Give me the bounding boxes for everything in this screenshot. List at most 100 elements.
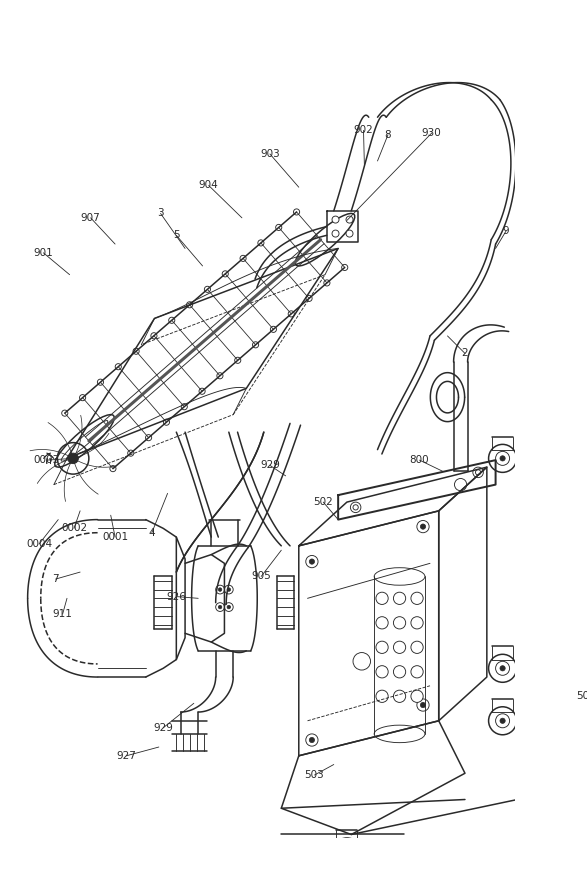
Circle shape bbox=[332, 216, 339, 224]
Circle shape bbox=[393, 617, 406, 629]
Circle shape bbox=[199, 388, 205, 394]
Text: 0003: 0003 bbox=[34, 455, 60, 465]
Text: 902: 902 bbox=[353, 125, 373, 135]
Text: 9: 9 bbox=[503, 226, 510, 236]
Circle shape bbox=[495, 662, 510, 675]
Circle shape bbox=[240, 256, 246, 261]
Circle shape bbox=[218, 605, 222, 609]
Circle shape bbox=[115, 364, 122, 370]
Text: 926: 926 bbox=[166, 592, 186, 602]
Circle shape bbox=[376, 592, 388, 604]
Circle shape bbox=[411, 666, 423, 678]
Circle shape bbox=[342, 265, 348, 271]
Circle shape bbox=[306, 295, 312, 301]
Circle shape bbox=[227, 605, 231, 609]
Circle shape bbox=[306, 734, 318, 746]
Circle shape bbox=[235, 358, 241, 363]
Text: 929: 929 bbox=[153, 722, 173, 733]
Circle shape bbox=[333, 838, 361, 866]
Circle shape bbox=[411, 617, 423, 629]
Circle shape bbox=[224, 586, 233, 594]
Text: 5: 5 bbox=[173, 231, 180, 240]
Circle shape bbox=[488, 444, 517, 472]
Circle shape bbox=[204, 286, 211, 292]
Text: 2: 2 bbox=[461, 349, 468, 358]
Circle shape bbox=[376, 666, 388, 678]
Circle shape bbox=[393, 592, 406, 604]
Circle shape bbox=[500, 666, 505, 670]
Circle shape bbox=[473, 468, 483, 477]
Circle shape bbox=[68, 453, 78, 464]
Text: 0004: 0004 bbox=[26, 539, 52, 549]
Circle shape bbox=[151, 333, 157, 339]
Circle shape bbox=[353, 653, 370, 670]
Circle shape bbox=[218, 588, 222, 591]
Circle shape bbox=[146, 434, 151, 441]
Text: 929: 929 bbox=[260, 460, 280, 470]
Circle shape bbox=[163, 419, 170, 426]
Circle shape bbox=[495, 451, 510, 466]
Text: 903: 903 bbox=[260, 149, 280, 159]
Circle shape bbox=[288, 311, 294, 317]
Text: 904: 904 bbox=[199, 181, 218, 190]
Circle shape bbox=[276, 224, 282, 231]
Circle shape bbox=[80, 394, 86, 401]
Circle shape bbox=[454, 478, 467, 491]
Circle shape bbox=[417, 520, 429, 533]
Circle shape bbox=[227, 588, 231, 591]
Text: 905: 905 bbox=[251, 571, 271, 581]
Circle shape bbox=[344, 849, 349, 855]
Circle shape bbox=[475, 469, 481, 475]
Circle shape bbox=[376, 617, 388, 629]
Circle shape bbox=[393, 690, 406, 703]
Text: 911: 911 bbox=[53, 609, 73, 619]
Circle shape bbox=[215, 586, 224, 594]
Circle shape bbox=[420, 703, 426, 708]
Circle shape bbox=[309, 738, 315, 743]
Circle shape bbox=[271, 326, 276, 333]
Circle shape bbox=[128, 450, 134, 456]
Text: 907: 907 bbox=[81, 213, 100, 223]
Text: 7: 7 bbox=[52, 574, 59, 584]
Circle shape bbox=[500, 456, 505, 461]
Circle shape bbox=[420, 524, 426, 529]
Circle shape bbox=[309, 559, 315, 564]
Circle shape bbox=[324, 280, 330, 286]
Circle shape bbox=[488, 707, 517, 735]
Circle shape bbox=[393, 641, 406, 654]
Text: 800: 800 bbox=[410, 455, 429, 465]
Text: 0002: 0002 bbox=[61, 523, 87, 534]
Text: 901: 901 bbox=[33, 248, 53, 257]
Circle shape bbox=[346, 230, 353, 237]
Circle shape bbox=[224, 603, 233, 611]
Text: 0001: 0001 bbox=[102, 532, 128, 542]
Text: 501: 501 bbox=[576, 691, 587, 701]
Circle shape bbox=[411, 592, 423, 604]
Circle shape bbox=[294, 209, 299, 215]
Circle shape bbox=[332, 230, 339, 237]
Circle shape bbox=[181, 404, 187, 409]
Circle shape bbox=[258, 240, 264, 246]
Circle shape bbox=[110, 466, 116, 472]
Circle shape bbox=[215, 603, 224, 611]
Text: 503: 503 bbox=[305, 770, 325, 780]
Circle shape bbox=[346, 216, 353, 224]
Circle shape bbox=[376, 690, 388, 703]
Text: 927: 927 bbox=[117, 751, 136, 761]
Text: 8: 8 bbox=[384, 130, 392, 139]
Text: 930: 930 bbox=[422, 128, 441, 138]
Circle shape bbox=[350, 502, 361, 512]
Circle shape bbox=[133, 348, 139, 354]
Circle shape bbox=[488, 654, 517, 682]
Circle shape bbox=[97, 379, 103, 385]
Text: 4: 4 bbox=[149, 527, 155, 537]
Circle shape bbox=[168, 317, 175, 324]
Circle shape bbox=[187, 302, 193, 308]
Text: 502: 502 bbox=[313, 497, 333, 507]
Circle shape bbox=[376, 641, 388, 654]
Circle shape bbox=[62, 410, 68, 417]
Circle shape bbox=[393, 666, 406, 678]
Circle shape bbox=[222, 271, 228, 277]
Circle shape bbox=[495, 713, 510, 728]
Circle shape bbox=[252, 342, 259, 348]
